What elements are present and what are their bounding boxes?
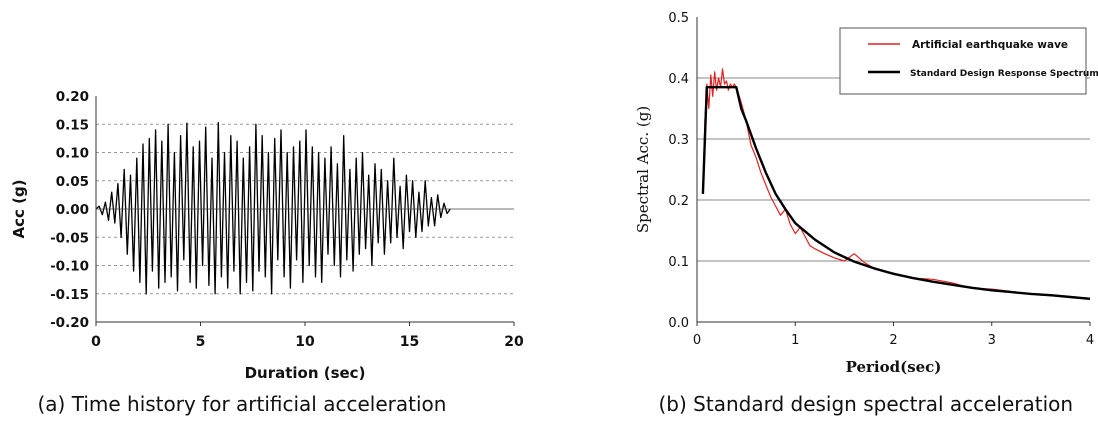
caption-b: (b) Standard design spectral acceleratio… bbox=[658, 392, 1074, 416]
x-tick-label: 0 bbox=[91, 334, 101, 350]
chart-b-response-spectrum: 0.5 0.4 0.3 0.2 0.1 0.0 0 1 2 3 4 Period(sec) Spectr… bbox=[634, 11, 1098, 376]
series-line-acceleration bbox=[95, 121, 451, 295]
x-tick-label: 20 bbox=[504, 334, 524, 350]
y-tick-label: 0.10 bbox=[56, 146, 89, 162]
y-tick-label: 0.20 bbox=[56, 89, 89, 105]
series-line-design-spectrum bbox=[701, 85, 1091, 300]
y-tick-label: 0.0 bbox=[668, 316, 689, 331]
x-tick-label: 1 bbox=[791, 333, 799, 348]
chart-a-time-history: 0.20 0.15 0.10 0.05 0.00 -0.05 -0.10 -0.15 -0.20… bbox=[10, 89, 524, 382]
y-axis-label: Acc (g) bbox=[10, 179, 28, 238]
y-tick-label: -0.20 bbox=[50, 315, 89, 331]
y-tick-label: -0.10 bbox=[50, 259, 89, 275]
y-tick-label: 0.00 bbox=[56, 202, 89, 218]
x-axis-label: Duration (sec) bbox=[245, 364, 366, 382]
x-tick-label: 4 bbox=[1086, 333, 1094, 348]
y-tick-label: -0.15 bbox=[50, 287, 89, 303]
x-tick-label: 5 bbox=[196, 334, 206, 350]
x-tick-label: 3 bbox=[988, 333, 996, 348]
x-tick-label: 15 bbox=[400, 334, 419, 350]
y-tick-label: 0.05 bbox=[56, 174, 89, 190]
x-axis-label: Period(sec) bbox=[846, 358, 942, 376]
y-tick-label: 0.5 bbox=[668, 11, 689, 26]
series-line-artificial-wave bbox=[702, 68, 1091, 299]
x-tick-label: 10 bbox=[295, 334, 315, 350]
y-axis-label: Spectral Acc. (g) bbox=[634, 106, 652, 233]
y-tick-label: 0.3 bbox=[668, 133, 689, 148]
y-tick-label: 0.15 bbox=[56, 117, 89, 133]
y-tick-label: 0.1 bbox=[668, 255, 689, 270]
legend-label-design-spectrum: Standard Design Response Spectrum bbox=[910, 69, 1098, 79]
x-tick-label: 0 bbox=[693, 333, 701, 348]
x-tick-label: 2 bbox=[889, 333, 897, 348]
caption-a: (a) Time history for artificial accelera… bbox=[37, 392, 447, 416]
legend-label-artificial-wave: Artificial earthquake wave bbox=[912, 39, 1068, 51]
y-tick-label: 0.4 bbox=[668, 72, 689, 87]
y-tick-label: 0.2 bbox=[668, 194, 689, 209]
y-tick-label: -0.05 bbox=[50, 230, 89, 246]
legend-box bbox=[839, 27, 1087, 95]
